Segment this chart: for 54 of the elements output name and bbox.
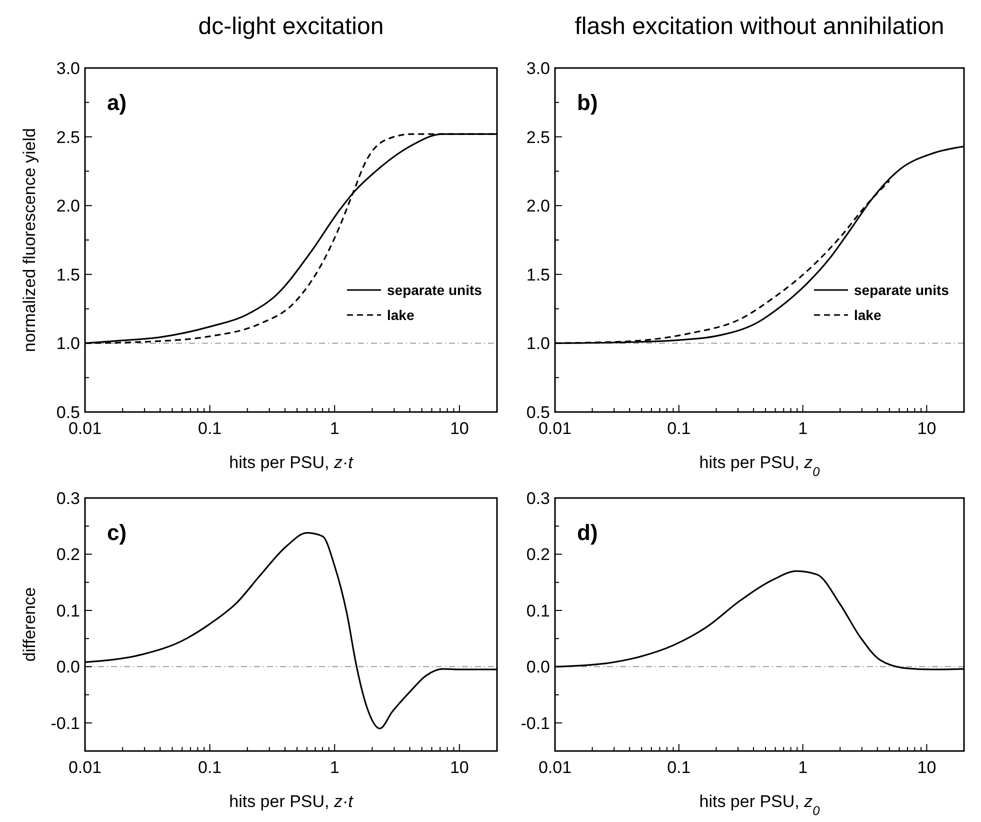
- y-tick-label: 0.1: [56, 601, 80, 620]
- legend-label: separate units: [387, 282, 482, 298]
- x-axis-title: hits per PSU, z·t: [229, 792, 354, 811]
- y-tick-label: 0.3: [56, 488, 80, 508]
- annotation: d): [577, 520, 598, 545]
- x-tick-label: 0.01: [538, 419, 572, 438]
- y-tick-label: 1.0: [526, 334, 550, 354]
- y-tick-label: 2.0: [526, 196, 550, 216]
- x-tick-label: 1: [330, 419, 340, 438]
- y-tick-label: 3.0: [56, 58, 80, 78]
- y-axis-title: normalized fluorescence yield: [20, 128, 39, 352]
- y-tick-label: -0.1: [520, 714, 550, 733]
- x-tick-label: 10: [450, 758, 469, 777]
- chart-title: dc-light excitation: [198, 13, 384, 40]
- annotation: a): [107, 90, 127, 115]
- x-axis-title: hits per PSU, z·t: [229, 453, 354, 472]
- y-tick-label: 1.0: [56, 334, 80, 354]
- y-tick-label: 1.5: [56, 265, 80, 284]
- x-tick-label: 10: [917, 419, 936, 438]
- y-tick-label: 0.1: [526, 601, 550, 620]
- x-tick-label: 0.1: [198, 758, 222, 777]
- y-tick-label: 0.3: [526, 488, 550, 508]
- y-tick-label: -0.1: [50, 714, 80, 733]
- x-axis-title: hits per PSU, z$_{0}$: [699, 453, 820, 478]
- x-tick-label: 0.1: [667, 419, 691, 438]
- legend-label: separate units: [854, 282, 950, 298]
- legend-label: lake: [387, 307, 414, 323]
- y-tick-label: 0.0: [526, 658, 550, 677]
- y-tick-label: 0.0: [56, 658, 80, 677]
- chart-title: flash excitation without annihilation: [574, 13, 944, 40]
- x-tick-label: 0.01: [68, 419, 102, 438]
- x-tick-label: 10: [917, 758, 936, 777]
- y-tick-label: 3.0: [526, 58, 550, 78]
- y-tick-label: 0.2: [526, 545, 550, 564]
- annotation: c): [107, 520, 127, 545]
- y-tick-label: 0.2: [56, 545, 80, 564]
- x-tick-label: 0.1: [667, 758, 691, 777]
- x-axis-title: hits per PSU, z$_{0}$: [699, 792, 820, 818]
- x-tick-label: 0.01: [68, 758, 102, 777]
- x-tick-label: 0.01: [538, 758, 572, 777]
- legend-label: lake: [854, 307, 882, 323]
- x-tick-label: 0.1: [198, 419, 222, 438]
- y-tick-label: 0.5: [526, 402, 550, 422]
- y-tick-label: 2.0: [56, 196, 80, 216]
- x-tick-label: 1: [330, 758, 340, 777]
- annotation: b): [577, 90, 598, 115]
- x-tick-label: 1: [798, 758, 808, 777]
- y-axis-title: difference: [20, 587, 39, 662]
- x-tick-label: 1: [798, 419, 808, 438]
- y-tick-label: 2.5: [526, 128, 550, 147]
- y-tick-label: 1.5: [526, 265, 550, 284]
- y-tick-label: 2.5: [56, 128, 80, 147]
- x-tick-label: 10: [450, 419, 469, 438]
- y-tick-label: 0.5: [56, 402, 80, 422]
